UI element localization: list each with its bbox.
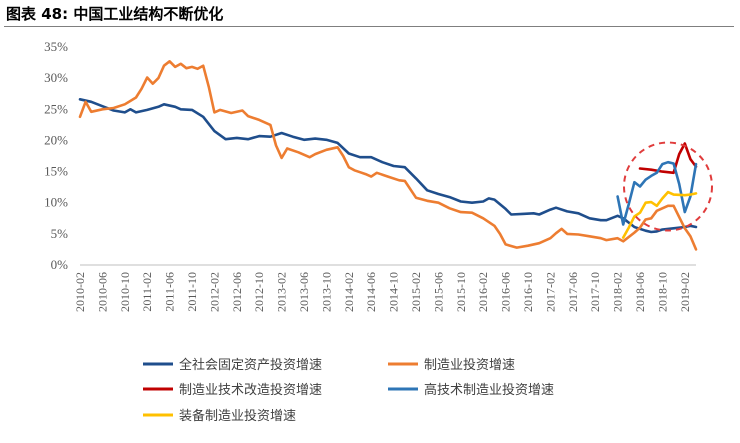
x-tick-label: 2015-06 [431, 272, 445, 312]
x-tick-label: 2018-06 [633, 272, 647, 312]
x-tick-label: 2017-06 [566, 272, 580, 312]
x-tick-label: 2010-10 [118, 272, 132, 312]
x-tick-label: 2017-02 [543, 272, 557, 312]
legend-label: 装备制造业投资增速 [179, 408, 296, 424]
y-tick-label: 15% [44, 164, 68, 179]
series-line-2 [78, 60, 698, 251]
x-tick-label: 2014-10 [387, 272, 401, 312]
x-tick-label: 2011-02 [140, 272, 154, 312]
x-tick-label: 2012-06 [230, 272, 244, 312]
y-tick-label: 20% [44, 132, 68, 147]
x-tick-label: 2014-02 [342, 272, 356, 312]
series-lines [78, 60, 698, 251]
legend-label: 高技术制造业投资增速 [424, 382, 554, 398]
x-tick-label: 2016-06 [499, 272, 513, 312]
y-tick-label: 30% [44, 70, 68, 85]
annotations [623, 141, 713, 232]
x-tick-label: 2015-02 [409, 272, 423, 312]
x-axis: 2010-02 2010-06 2010-10 2011-02 2011-06 2011-… [73, 272, 692, 312]
x-tick-label: 2017-10 [588, 272, 602, 312]
x-tick-label: 2013-06 [297, 272, 311, 312]
x-tick-label: 2012-10 [252, 272, 266, 312]
y-tick-label: 10% [44, 195, 68, 210]
series-line-3 [638, 142, 698, 175]
figure-title: 图表 48: 中国工业结构不断优化 [6, 5, 224, 23]
x-tick-label: 2013-10 [319, 272, 333, 312]
x-tick-label: 2016-10 [521, 272, 535, 312]
x-tick-label: 2010-06 [95, 272, 109, 312]
x-tick-label: 2016-02 [476, 272, 490, 312]
x-tick-label: 2011-10 [185, 272, 199, 312]
x-tick-label: 2015-10 [454, 272, 468, 312]
y-tick-label: 5% [51, 226, 69, 241]
x-tick-label: 2011-06 [163, 272, 177, 312]
title-rule [4, 26, 734, 27]
x-tick-label: 2012-02 [207, 272, 221, 312]
legend-label: 制造业技术改造投资增速 [179, 382, 322, 398]
series-line-4 [616, 160, 698, 226]
x-tick-label: 2018-10 [655, 272, 669, 312]
x-tick-label: 2010-02 [73, 272, 87, 312]
x-tick-label: 2019-02 [678, 272, 692, 312]
legend-label: 制造业投资增速 [424, 357, 515, 373]
series-line-5 [621, 190, 698, 239]
x-tick-label: 2014-06 [364, 272, 378, 312]
series-line-1 [78, 98, 698, 234]
x-tick-label: 2018-02 [611, 272, 625, 312]
y-tick-label: 0% [51, 257, 69, 272]
highlight-circle [623, 141, 713, 232]
y-tick-label: 35% [44, 39, 68, 54]
y-tick-label: 25% [44, 101, 68, 116]
x-tick-label: 2013-02 [275, 272, 289, 312]
y-axis: 0% 5% 10% 15% 20% 25% 30% 35% [44, 39, 68, 272]
legend-label: 全社会固定资产投资增速 [179, 357, 322, 373]
